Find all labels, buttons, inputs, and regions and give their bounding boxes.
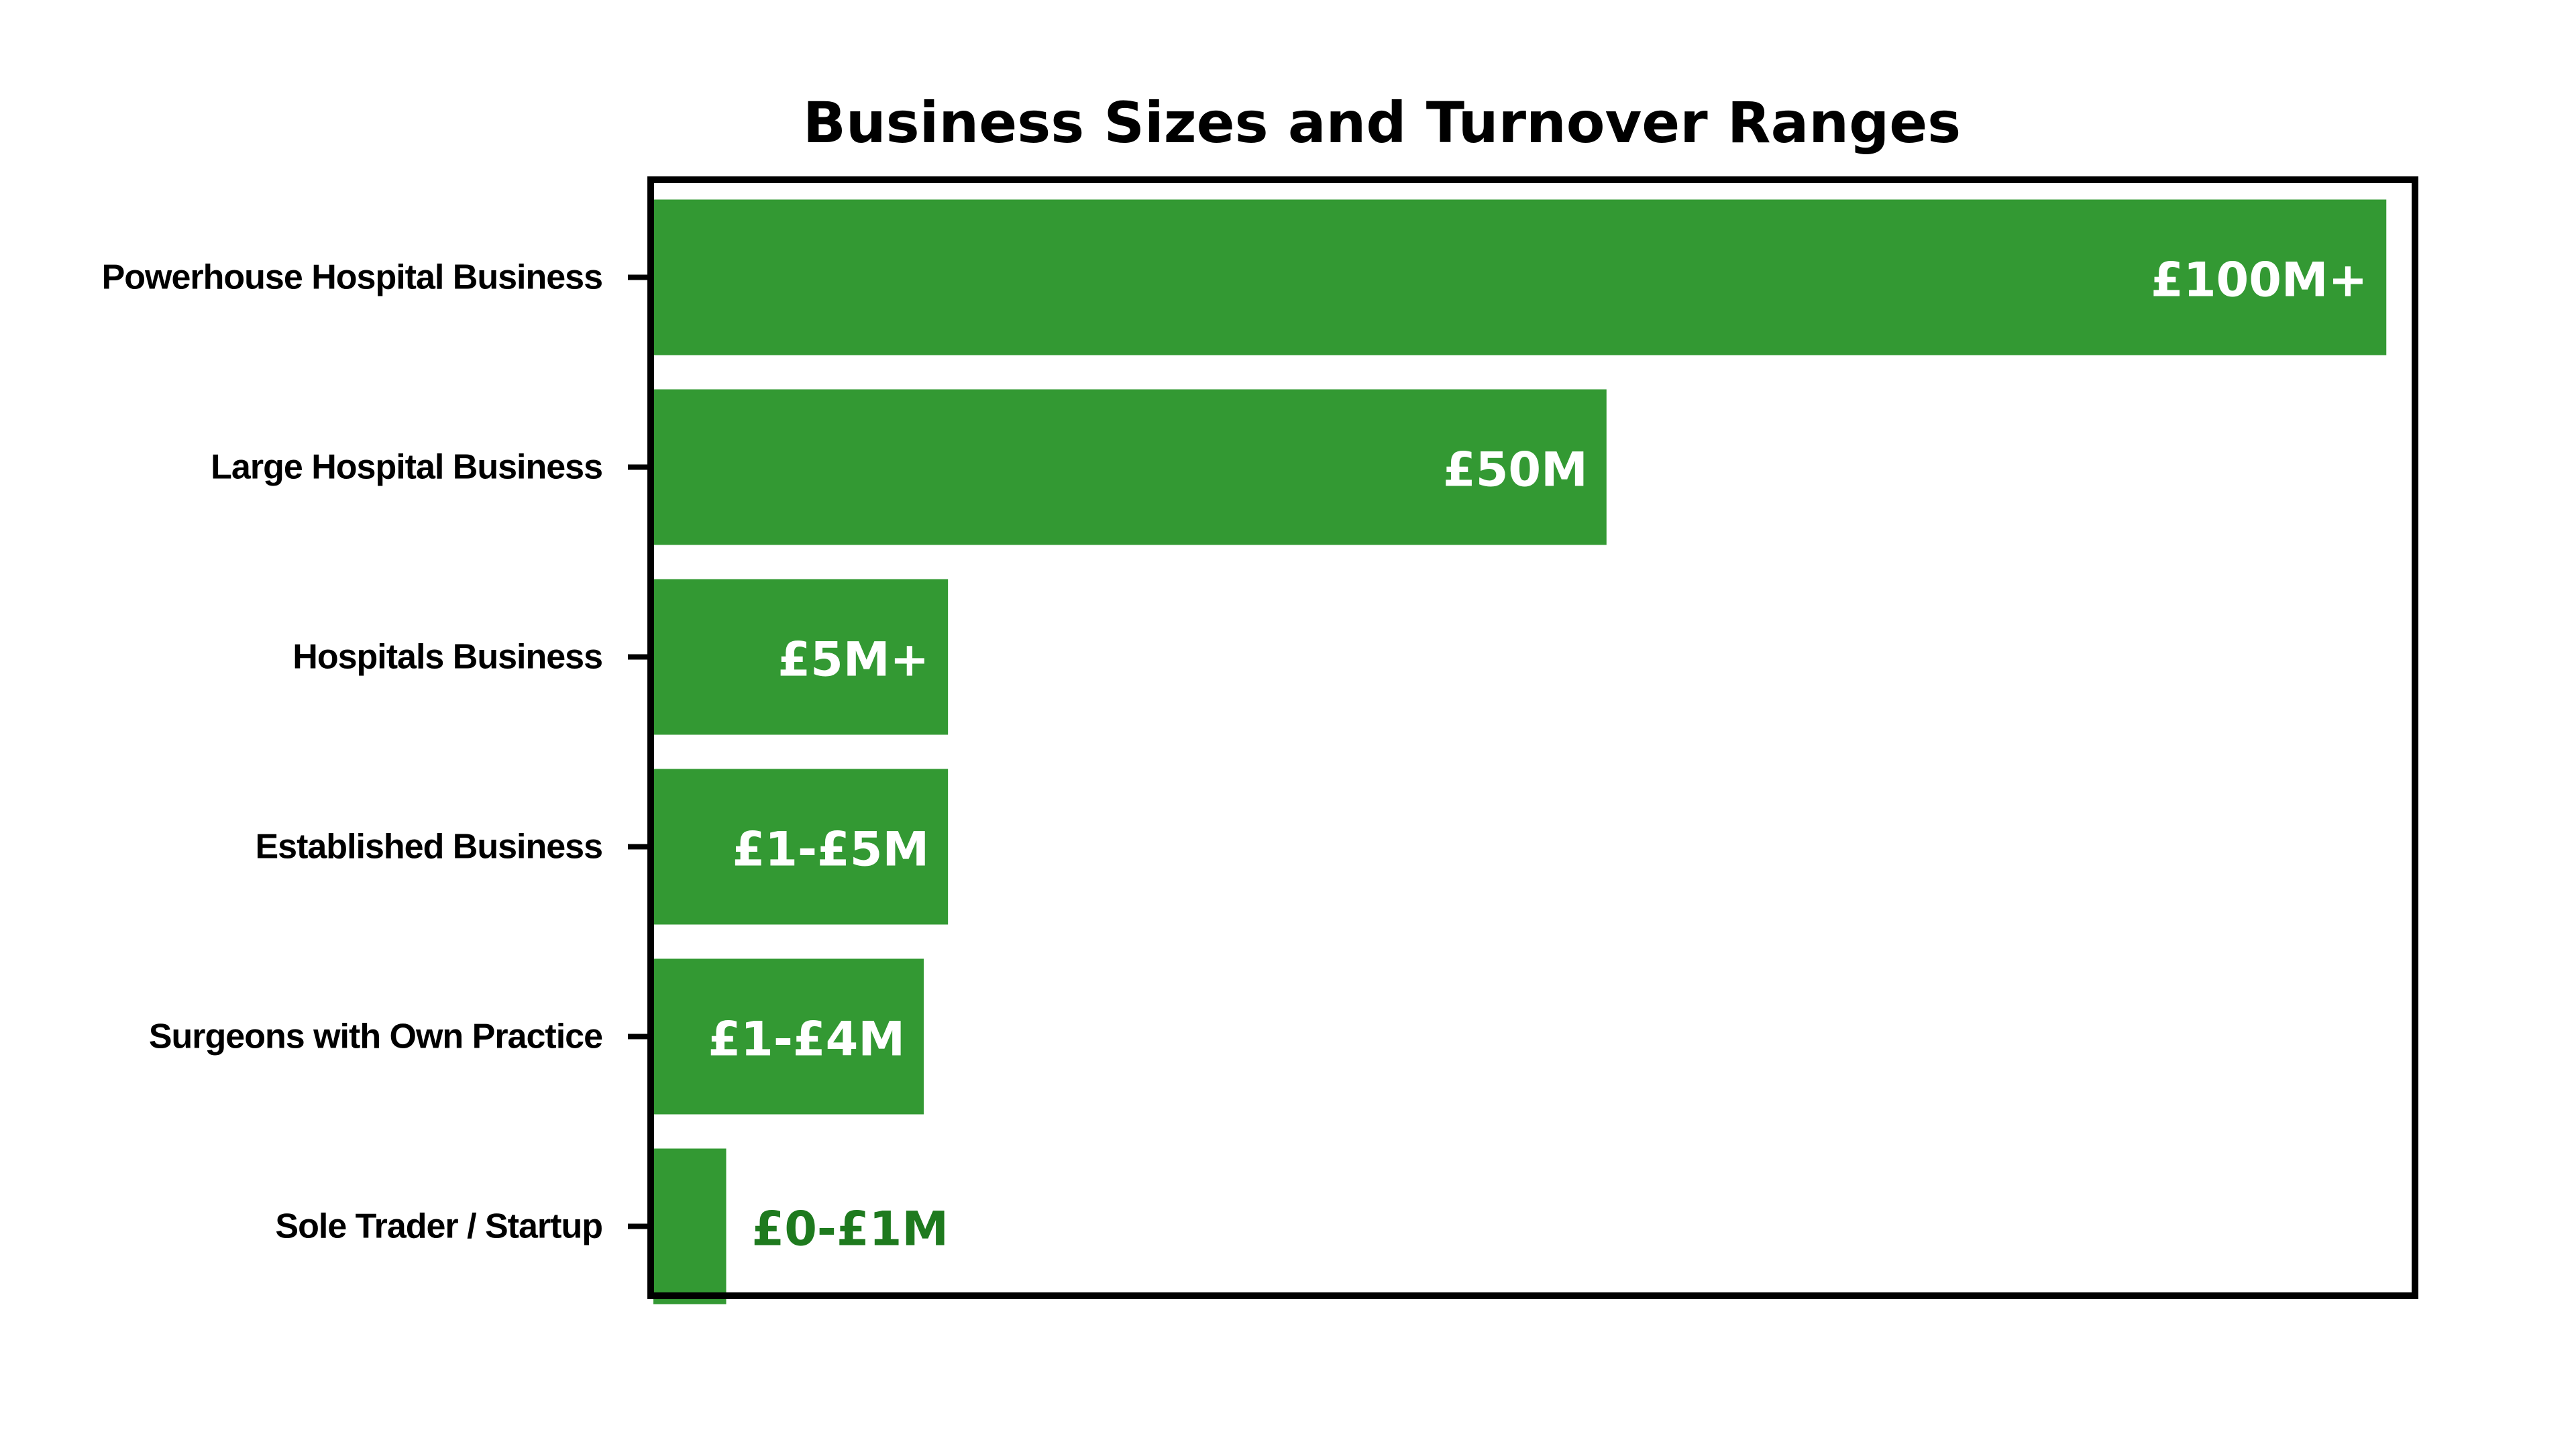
value-labels: £100M+ £50M £5M+ £1-£5M £1-£4M £0-£1M	[708, 253, 2367, 1257]
bar	[653, 769, 949, 925]
bar	[653, 389, 1607, 545]
chart-title: Business Sizes and Turnover Ranges	[803, 90, 1961, 156]
plot-frame	[647, 176, 2418, 1299]
value-label: £50M	[1443, 443, 1588, 498]
value-label: £100M+	[2151, 253, 2367, 308]
category-labels: Powerhouse Hospital Business Large Hospit…	[102, 258, 603, 1246]
bar	[653, 1148, 727, 1304]
bars-layer	[653, 199, 2387, 1304]
bar	[653, 958, 924, 1115]
category-label: Powerhouse Hospital Business	[102, 258, 602, 297]
value-label: £5M+	[777, 632, 929, 687]
bar	[653, 579, 949, 735]
value-label: £1-£4M	[708, 1012, 905, 1067]
category-label: Established Business	[255, 828, 602, 867]
category-label: Sole Trader / Startup	[275, 1207, 602, 1246]
y-axis-ticks	[628, 274, 649, 1229]
category-label: Surgeons with Own Practice	[149, 1017, 602, 1056]
value-label: £1-£5M	[733, 822, 930, 877]
bar	[653, 199, 2387, 355]
category-label: Hospitals Business	[292, 638, 602, 677]
category-label: Large Hospital Business	[211, 448, 602, 487]
value-label: £0-£1M	[751, 1202, 949, 1257]
